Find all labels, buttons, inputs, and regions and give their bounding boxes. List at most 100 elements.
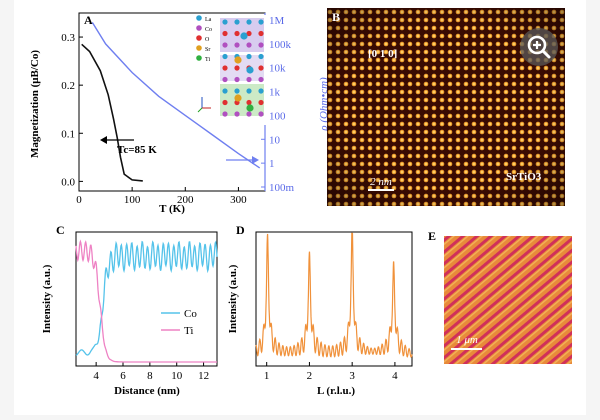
- panel-a-right-ticks: 100m 1 10 100 1k 10k 100k 1M: [261, 13, 295, 194]
- legend-ti-label: Ti: [184, 325, 193, 337]
- panel-a-letter: A: [84, 13, 93, 27]
- tick-label: 1: [264, 370, 270, 382]
- legend-atom-label: Sr: [205, 47, 210, 53]
- panel-c-xlabel: Distance (nm): [114, 385, 180, 397]
- panel-b-letter: B: [332, 10, 340, 24]
- panel-c-letter: C: [56, 223, 65, 237]
- atom: [246, 30, 252, 37]
- atom: [246, 111, 252, 117]
- magnetization-curve: [81, 43, 143, 182]
- tick-label: 8: [147, 370, 153, 382]
- atom: [246, 104, 254, 112]
- atom: [258, 53, 264, 60]
- atom: [234, 56, 242, 64]
- panel-a: A Magnetization (μB/Co) T (K) ρ (Ohm•cm)…: [29, 12, 330, 215]
- panel-a-y-ticks: 0.0 0.1 0.2 0.3: [61, 32, 83, 188]
- zoom-in-icon: [527, 35, 551, 59]
- tick-label: 0.2: [61, 80, 75, 92]
- atom: [246, 88, 252, 94]
- atom: [234, 111, 240, 117]
- tick-label: 4: [392, 370, 398, 382]
- tick-label: 1: [269, 158, 275, 170]
- direction-label: [0 1 0]: [368, 48, 397, 60]
- zoom-button[interactable]: [520, 28, 558, 66]
- panel-d-xlabel: L (r.l.u.): [317, 385, 355, 397]
- tick-label: 200: [177, 194, 194, 206]
- panel-d-ylabel: Intensity (a.u.): [227, 264, 239, 333]
- legend-co-label: Co: [184, 308, 197, 320]
- legend-atom-label: La: [205, 17, 212, 23]
- xrd-curve: [255, 232, 413, 359]
- atom: [246, 42, 252, 48]
- co-curve: [75, 240, 218, 356]
- atom: [234, 42, 240, 48]
- atom: [258, 65, 264, 71]
- atom: [222, 53, 228, 60]
- atom: [258, 76, 264, 83]
- tick-label: 10: [269, 134, 281, 146]
- atom: [222, 30, 228, 37]
- atom: [258, 111, 264, 117]
- panel-e-letter: E: [428, 229, 436, 243]
- atom: [258, 42, 264, 48]
- crystal-structure-inset: [197, 15, 266, 125]
- legend-atom-marker: [196, 55, 202, 61]
- tick-label: 1k: [269, 87, 281, 99]
- tick-label: 100k: [269, 39, 292, 51]
- tick-label: 0.1: [61, 128, 75, 140]
- tick-label: 2: [307, 370, 313, 382]
- tick-label: 100: [124, 194, 141, 206]
- tick-label: 1M: [269, 15, 285, 27]
- figure: A Magnetization (μB/Co) T (K) ρ (Ohm•cm)…: [14, 0, 586, 415]
- panel-c-ylabel: Intensity (a.u.): [41, 264, 53, 333]
- tick-label: 3: [349, 370, 355, 382]
- tick-label: 10: [171, 370, 183, 382]
- right-arrow-head: [252, 156, 259, 164]
- atom: [234, 94, 242, 102]
- atom: [222, 65, 228, 71]
- atom: [246, 99, 252, 106]
- tick-label: 6: [120, 370, 126, 382]
- legend-atom-label: O: [205, 37, 210, 43]
- tick-label: 0.0: [61, 176, 75, 188]
- legend-atom-label: Co: [205, 27, 212, 33]
- figure-svg: A Magnetization (μB/Co) T (K) ρ (Ohm•cm)…: [29, 8, 572, 397]
- legend-atom-marker: [196, 15, 202, 21]
- atom: [258, 19, 264, 25]
- panel-c-frame: [75, 231, 218, 367]
- panel-d-x-ticks: 1 2 3 4: [264, 362, 398, 382]
- atom: [234, 65, 240, 71]
- panel-b-scalebar-label: 2 nm: [370, 176, 392, 188]
- atom: [222, 99, 228, 106]
- tick-label: 300: [230, 194, 247, 206]
- afm-image: [444, 236, 572, 364]
- legend-atom-label: Ti: [205, 57, 210, 63]
- tick-label: 0: [76, 194, 82, 206]
- tick-label: 10k: [269, 63, 286, 75]
- tick-label: 100m: [269, 182, 295, 194]
- atom: [222, 111, 228, 117]
- panel-d: D Intensity (a.u.) L (r.l.u.) 1 2 3 4: [227, 223, 413, 397]
- tick-label: 12: [198, 370, 209, 382]
- atom: [234, 88, 240, 94]
- atom: [246, 19, 252, 25]
- ti-curve: [75, 239, 217, 363]
- panel-e-scalebar-label: 1 μm: [456, 334, 478, 346]
- panel-a-xlabel: T (K): [159, 203, 185, 215]
- atom: [240, 32, 248, 40]
- axis-b-icon: [197, 107, 203, 113]
- panel-e: E 1 μm: [428, 229, 572, 364]
- legend-atom-marker: [196, 35, 202, 41]
- atom: [258, 99, 264, 106]
- tc-label: Tc=85 K: [117, 144, 157, 156]
- panel-d-letter: D: [236, 223, 245, 237]
- panel-a-x-ticks: 0 100 200 300: [76, 187, 247, 206]
- atom: [246, 53, 252, 60]
- atom: [222, 88, 228, 94]
- panel-a-ylabel: Magnetization (μB/Co): [29, 50, 41, 158]
- atom: [258, 88, 264, 94]
- atom: [246, 76, 252, 83]
- panel-c-legend: Co Ti: [161, 308, 197, 337]
- atom: [222, 42, 228, 48]
- atom: [222, 76, 228, 83]
